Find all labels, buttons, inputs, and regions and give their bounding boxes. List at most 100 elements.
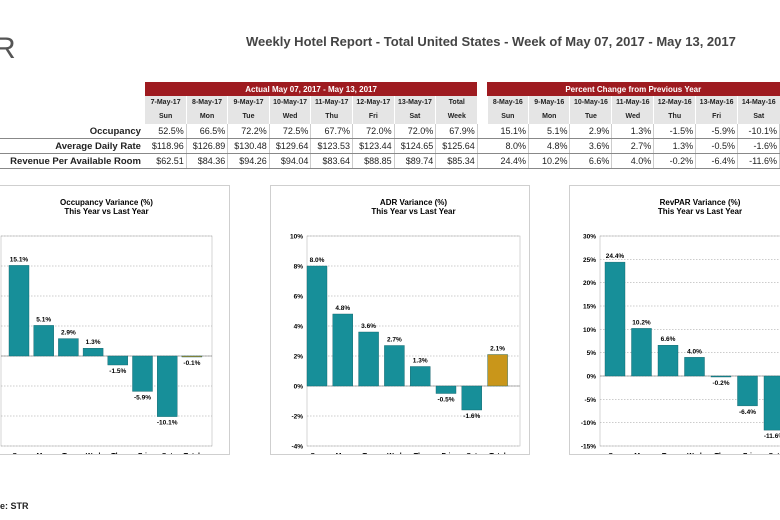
change-value: 2.9% <box>569 124 613 139</box>
y-tick-label: -10% <box>581 420 596 427</box>
change-day-header: Sat <box>737 110 780 124</box>
bar-value-label: 10.2% <box>632 319 651 326</box>
bar <box>461 385 483 411</box>
actual-value: $129.64 <box>269 138 312 154</box>
change-value: -1.5% <box>653 124 697 139</box>
table-row: Revenue Per Available Room $62.51 $84.36 $9… <box>0 153 780 169</box>
chart-title: RevPAR Variance (%) <box>660 198 741 207</box>
actual-value: $89.74 <box>394 153 437 169</box>
change-day-header: Tue <box>569 110 612 124</box>
actual-day-header: Tue <box>227 110 270 124</box>
bar-value-label: -10.1% <box>157 420 178 427</box>
bar-value-label: 15.1% <box>10 256 29 263</box>
bar-value-label: 4.0% <box>687 348 702 355</box>
bar <box>409 366 431 387</box>
actual-value: $124.65 <box>394 138 437 154</box>
bar <box>82 347 104 357</box>
actual-date-header: Total <box>435 96 478 110</box>
x-tick-label: Wed <box>86 453 101 454</box>
bar-value-label: -1.5% <box>109 368 126 375</box>
change-date-header: 9-May-16 <box>528 96 570 110</box>
bar-value-label: 2.9% <box>61 330 76 337</box>
metric-label: Average Daily Rate <box>0 138 145 154</box>
bar <box>384 345 405 387</box>
x-tick-label: Fri <box>743 453 752 454</box>
table-row: Average Daily Rate $118.96 $126.89 $130.48 $… <box>0 138 780 154</box>
y-tick-label: -15% <box>581 444 596 451</box>
bar-value-label: -1.6% <box>463 413 480 420</box>
x-tick-label: Thu <box>111 453 124 454</box>
y-tick-label: 30% <box>583 234 596 241</box>
change-value: 6.6% <box>569 153 613 169</box>
change-value: 1.3% <box>653 138 697 154</box>
actual-date-header: 9-May-17 <box>227 96 270 110</box>
x-tick-label: Tue <box>62 453 74 454</box>
actual-value: $94.26 <box>227 153 270 169</box>
bar-value-label: -6.4% <box>739 409 756 416</box>
y-tick-label: 10% <box>290 234 303 241</box>
change-value: 3.6% <box>569 138 613 154</box>
x-tick-label: Sun <box>608 453 621 454</box>
change-date-header: 11-May-16 <box>611 96 654 110</box>
column-gap <box>477 110 487 124</box>
change-value: -1.6% <box>737 138 780 154</box>
x-tick-label: Thu <box>715 453 728 454</box>
y-tick-label: 2% <box>294 354 304 361</box>
bar-value-label: 2.1% <box>490 346 505 353</box>
bar <box>306 265 328 387</box>
change-value: -0.5% <box>695 138 739 154</box>
bar <box>763 375 780 431</box>
actual-value: 66.5% <box>186 124 229 139</box>
bar <box>684 357 705 377</box>
change-value: 1.3% <box>611 124 655 139</box>
bar <box>604 261 626 377</box>
actual-day-header: Thu <box>310 110 353 124</box>
bar-value-label: 1.3% <box>86 339 101 346</box>
actual-value: $83.64 <box>310 153 353 169</box>
change-value: 24.4% <box>487 153 530 169</box>
bar <box>107 355 129 366</box>
y-tick-label: 5% <box>587 350 597 357</box>
chart-subtitle: This Year vs Last Year <box>658 207 742 216</box>
actual-period-header: Actual May 07, 2017 - May 13, 2017 <box>144 82 478 96</box>
actual-date-header: 11-May-17 <box>310 96 353 110</box>
change-date-header: 12-May-16 <box>653 96 696 110</box>
change-value: -5.9% <box>695 124 739 139</box>
bar-value-label: 3.6% <box>361 323 376 330</box>
change-day-header: Mon <box>528 110 570 124</box>
metric-label: Occupancy <box>0 124 145 139</box>
y-tick-label: 25% <box>583 257 596 264</box>
bar <box>132 355 153 392</box>
actual-date-header: 7-May-17 <box>144 96 187 110</box>
table-row: Occupancy 52.5% 66.5% 72.2% 72.5% 67.7% 72.0% 7… <box>0 124 780 139</box>
source-note: e: STR <box>0 501 29 511</box>
revpar-variance-svg: RevPAR Variance (%)This Year vs Last Yea… <box>581 198 780 460</box>
change-value: -11.6% <box>737 153 780 169</box>
x-tick-label: Mon <box>634 453 648 454</box>
change-value: -0.2% <box>653 153 697 169</box>
revpar-variance-chart: RevPAR Variance (%) This Year vs Last Yea… <box>569 185 780 460</box>
change-value: -10.1% <box>737 124 780 139</box>
change-date-header: 13-May-16 <box>695 96 738 110</box>
actual-value: 72.0% <box>352 124 395 139</box>
column-gap <box>477 124 488 139</box>
bar <box>737 375 758 407</box>
change-value: 4.0% <box>611 153 655 169</box>
adr-variance-svg: ADR Variance (%)This Year vs Last Year -4… <box>290 198 521 460</box>
actual-value: 67.9% <box>435 124 478 139</box>
change-value: 8.0% <box>487 138 530 154</box>
bar-value-label: -5.9% <box>134 394 151 401</box>
actual-date-header: 8-May-17 <box>185 96 228 110</box>
x-tick-label: Fri <box>138 453 147 454</box>
actual-date-header: 12-May-17 <box>352 96 395 110</box>
bar-value-label: 1.3% <box>413 358 428 365</box>
bar <box>156 355 178 417</box>
actual-value: $85.34 <box>435 153 478 169</box>
change-value: -6.4% <box>695 153 739 169</box>
bar <box>332 313 353 387</box>
chart-title: ADR Variance (%) <box>380 198 447 207</box>
actual-day-header: Wed <box>268 110 311 124</box>
actual-value: $94.04 <box>269 153 312 169</box>
actual-day-header: Mon <box>185 110 228 124</box>
y-tick-label: 4% <box>294 324 304 331</box>
